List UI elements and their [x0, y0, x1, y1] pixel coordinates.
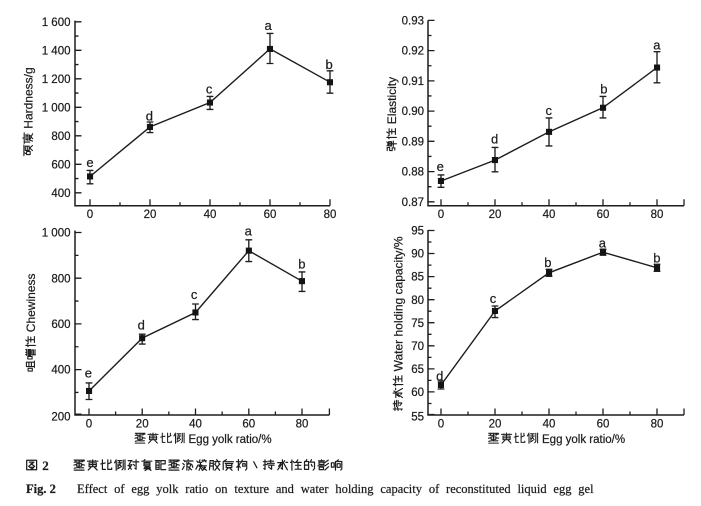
svg-text:600: 600	[51, 319, 70, 331]
svg-text:Elasticity: Elasticity	[385, 77, 399, 124]
svg-text:0: 0	[438, 419, 444, 431]
svg-text:0: 0	[86, 419, 92, 431]
svg-text:40: 40	[189, 419, 202, 431]
svg-text:95: 95	[411, 226, 424, 238]
svg-text:1 200: 1 200	[42, 74, 71, 86]
svg-text:a: a	[653, 38, 661, 53]
svg-text:d: d	[491, 132, 498, 147]
svg-text:40: 40	[204, 209, 217, 221]
svg-text:Fig. 2: Fig. 2	[26, 482, 56, 496]
svg-text:b: b	[544, 255, 551, 270]
svg-text:60: 60	[597, 419, 610, 431]
svg-text:1 400: 1 400	[42, 45, 71, 57]
svg-text:Chewiness: Chewiness	[24, 273, 38, 332]
svg-text:60: 60	[597, 209, 610, 221]
svg-text:c: c	[206, 81, 213, 96]
svg-text:b: b	[600, 81, 607, 96]
svg-text:b: b	[325, 57, 332, 72]
svg-text:1 000: 1 000	[42, 102, 71, 114]
svg-text:a: a	[264, 18, 272, 33]
svg-text:80: 80	[411, 295, 424, 307]
svg-text:a: a	[599, 236, 607, 251]
svg-text:0: 0	[87, 209, 93, 221]
svg-text:b: b	[653, 250, 660, 265]
svg-text:0: 0	[438, 209, 444, 221]
svg-text:Water holding capacity/%: Water holding capacity/%	[392, 236, 406, 371]
svg-text:55: 55	[411, 412, 424, 424]
svg-text:c: c	[490, 291, 497, 306]
svg-text:e: e	[86, 155, 93, 170]
svg-text:e: e	[85, 366, 92, 381]
svg-text:75: 75	[411, 318, 424, 330]
svg-text:20: 20	[136, 419, 149, 431]
svg-text:0.88: 0.88	[402, 167, 424, 179]
svg-text:80: 80	[296, 419, 309, 431]
svg-text:2: 2	[42, 458, 49, 473]
svg-text:1 600: 1 600	[42, 17, 71, 29]
svg-text:800: 800	[51, 273, 70, 285]
svg-text:400: 400	[51, 188, 70, 200]
svg-text:60: 60	[242, 419, 255, 431]
svg-text:400: 400	[51, 365, 70, 377]
svg-text:c: c	[545, 103, 552, 118]
svg-text:800: 800	[51, 131, 70, 143]
svg-text:90: 90	[411, 249, 424, 261]
svg-text:40: 40	[543, 419, 556, 431]
svg-text:20: 20	[144, 209, 157, 221]
svg-text:85: 85	[411, 272, 424, 284]
svg-text:80: 80	[651, 419, 664, 431]
svg-text:Egg yolk ratio/%: Egg yolk ratio/%	[542, 434, 625, 446]
svg-text:65: 65	[411, 364, 424, 376]
svg-text:0.90: 0.90	[402, 106, 424, 118]
svg-text:0.92: 0.92	[402, 46, 424, 58]
svg-text:0.91: 0.91	[402, 76, 424, 88]
svg-text:70: 70	[411, 341, 424, 353]
svg-text:d: d	[138, 317, 145, 332]
svg-text:20: 20	[489, 419, 502, 431]
svg-text:60: 60	[411, 387, 424, 399]
svg-text:Egg yolk ratio/%: Egg yolk ratio/%	[189, 434, 272, 446]
svg-text:1 000: 1 000	[42, 228, 71, 240]
svg-text:0.87: 0.87	[402, 197, 424, 209]
svg-text:80: 80	[324, 209, 337, 221]
svg-text:c: c	[191, 287, 198, 302]
svg-text:200: 200	[51, 411, 70, 423]
svg-text:e: e	[437, 159, 444, 174]
svg-text:Hardness/g: Hardness/g	[22, 67, 36, 128]
svg-text:60: 60	[264, 209, 277, 221]
svg-text:a: a	[245, 223, 253, 238]
svg-text:0.89: 0.89	[402, 136, 424, 148]
svg-text:0.93: 0.93	[402, 16, 424, 28]
svg-text:b: b	[298, 257, 305, 272]
svg-text:80: 80	[651, 209, 664, 221]
svg-text:d: d	[146, 108, 153, 123]
svg-text:Effect of egg yolk ratio on te: Effect of egg yolk ratio on texture and …	[77, 482, 594, 496]
svg-text:d: d	[436, 369, 443, 384]
svg-text:600: 600	[51, 159, 70, 171]
svg-text:20: 20	[489, 209, 502, 221]
svg-text:40: 40	[543, 209, 556, 221]
